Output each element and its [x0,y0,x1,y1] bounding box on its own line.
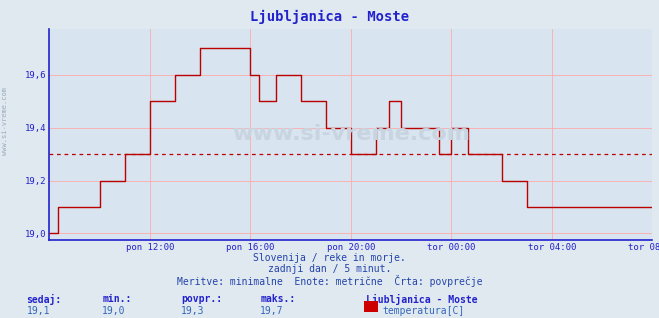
Text: www.si-vreme.com: www.si-vreme.com [232,124,470,144]
Text: 19,7: 19,7 [260,306,284,316]
Text: povpr.:: povpr.: [181,294,222,304]
Text: Ljubljanica - Moste: Ljubljanica - Moste [366,294,477,305]
Text: Slovenija / reke in morje.: Slovenija / reke in morje. [253,253,406,263]
Text: 19,3: 19,3 [181,306,205,316]
Text: 19,1: 19,1 [26,306,50,316]
Text: min.:: min.: [102,294,132,304]
Text: 19,0: 19,0 [102,306,126,316]
Text: sedaj:: sedaj: [26,294,61,305]
Text: temperatura[C]: temperatura[C] [382,306,465,316]
Text: Meritve: minimalne  Enote: metrične  Črta: povprečje: Meritve: minimalne Enote: metrične Črta:… [177,275,482,287]
Text: maks.:: maks.: [260,294,295,304]
Text: zadnji dan / 5 minut.: zadnji dan / 5 minut. [268,264,391,274]
Text: Ljubljanica - Moste: Ljubljanica - Moste [250,10,409,24]
Text: www.si-vreme.com: www.si-vreme.com [2,87,9,155]
